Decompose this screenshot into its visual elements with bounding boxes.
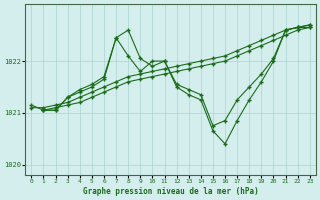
- X-axis label: Graphe pression niveau de la mer (hPa): Graphe pression niveau de la mer (hPa): [83, 187, 259, 196]
